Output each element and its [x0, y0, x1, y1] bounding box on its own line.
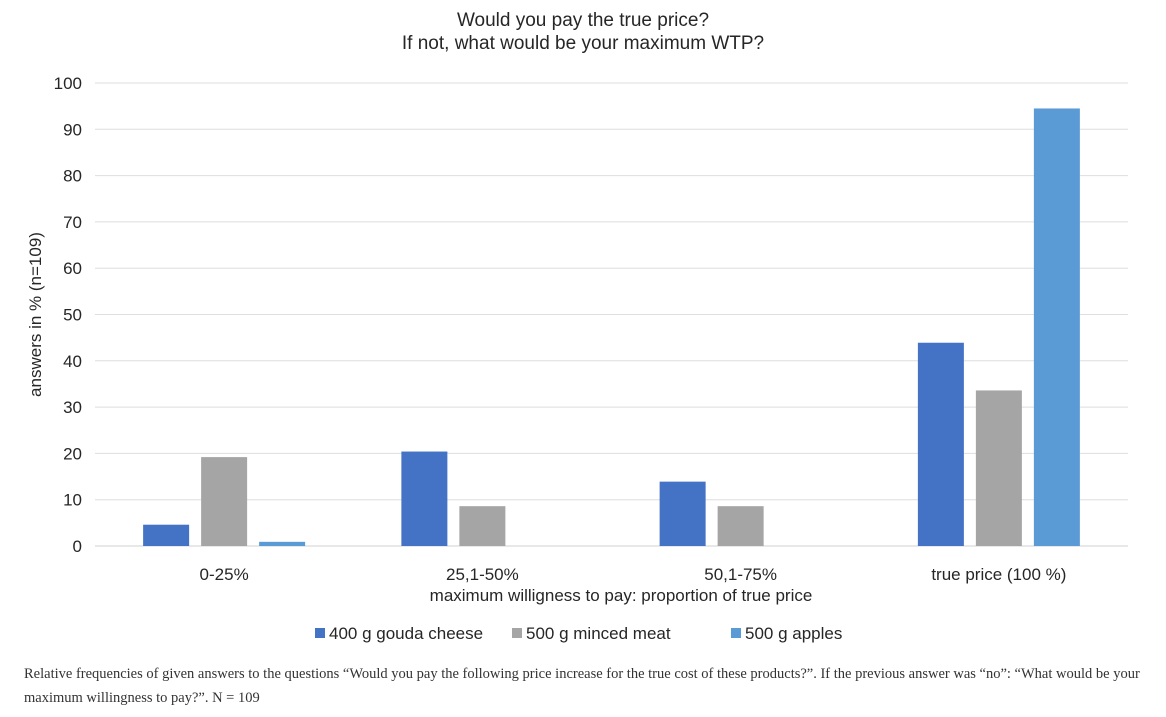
chart-figure: Would you pay the true price? If not, wha…	[26, 10, 1128, 643]
legend-swatch	[731, 628, 741, 638]
y-tick-label: 100	[54, 74, 82, 93]
bar	[143, 524, 190, 546]
x-category-label: true price (100 %)	[931, 565, 1066, 584]
legend-label: 400 g gouda cheese	[329, 624, 483, 643]
y-tick-label: 30	[63, 398, 82, 417]
chart-title-line: If not, what would be your maximum WTP?	[402, 33, 764, 54]
chart-title-line: Would you pay the true price?	[457, 10, 709, 31]
y-tick-label: 90	[63, 120, 82, 139]
bar	[459, 506, 506, 546]
bar	[717, 506, 764, 546]
legend-swatch	[315, 628, 325, 638]
x-axis-label: maximum willigness to pay: proportion of…	[430, 586, 813, 605]
y-axis-label: answers in % (n=109)	[26, 232, 45, 397]
y-tick-label: 70	[63, 213, 82, 232]
bar	[975, 390, 1022, 546]
legend-swatch	[512, 628, 522, 638]
legend-label: 500 g minced meat	[526, 624, 671, 643]
bar	[659, 481, 706, 546]
y-tick-label: 60	[63, 259, 82, 278]
x-category-label: 0-25%	[200, 565, 249, 584]
bar	[259, 541, 306, 546]
figure-caption: Relative frequencies of given answers to…	[24, 666, 1140, 706]
y-tick-label: 50	[63, 306, 82, 325]
y-tick-label: 20	[63, 444, 82, 463]
bar	[1033, 108, 1080, 546]
bar	[201, 457, 248, 546]
y-tick-label: 40	[63, 352, 82, 371]
x-category-label: 50,1-75%	[704, 565, 777, 584]
bar	[401, 451, 448, 546]
legend-label: 500 g apples	[745, 624, 842, 643]
bar	[917, 342, 964, 546]
x-category-label: 25,1-50%	[446, 565, 519, 584]
bar-chart: Would you pay the true price?If not, wha…	[26, 10, 1128, 643]
y-tick-label: 80	[63, 167, 82, 186]
y-tick-label: 0	[73, 537, 82, 556]
y-tick-label: 10	[63, 491, 82, 510]
